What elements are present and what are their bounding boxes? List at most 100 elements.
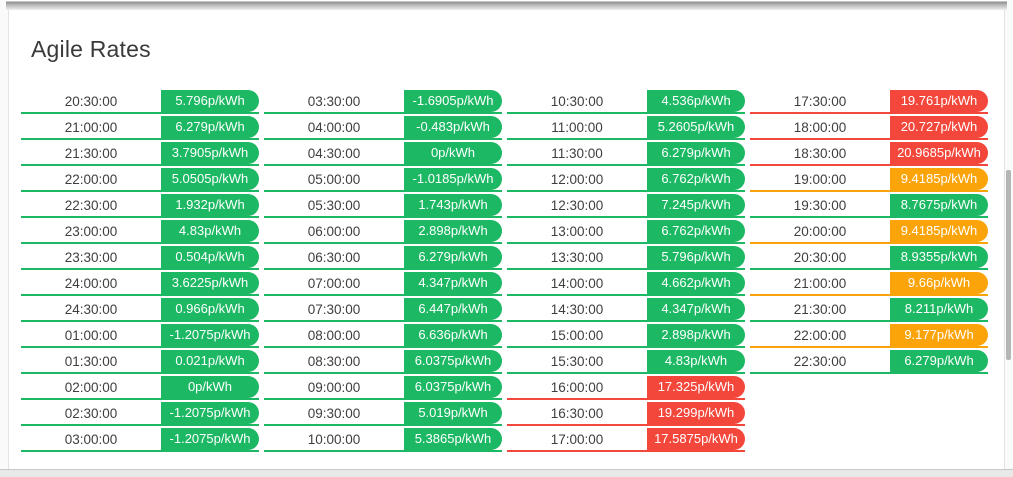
rate-time-label: 21:30:00 xyxy=(64,146,118,161)
rate-time-label: 09:30:00 xyxy=(307,406,361,421)
rate-row: 22:30:00 6.279p/kWh xyxy=(750,348,988,374)
rate-value-pill: 5.796p/kWh xyxy=(161,90,259,112)
rate-row: 08:30:00 6.0375p/kWh xyxy=(264,348,502,374)
rate-time-label: 01:00:00 xyxy=(64,328,118,343)
rate-row: 20:30:00 8.9355p/kWh xyxy=(750,244,988,270)
rate-time-label: 22:00:00 xyxy=(64,172,118,187)
rate-row: 05:30:00 1.743p/kWh xyxy=(264,192,502,218)
rate-row: 19:30:00 8.7675p/kWh xyxy=(750,192,988,218)
rate-row: 09:00:00 6.0375p/kWh xyxy=(264,374,502,400)
rates-column-1: 20:30:00 5.796p/kWh 21:00:00 6.279p/kWh … xyxy=(21,88,259,452)
rate-time-label: 23:30:00 xyxy=(64,250,118,265)
rate-time-label: 24:00:00 xyxy=(64,276,118,291)
rate-row: 14:00:00 4.662p/kWh xyxy=(507,270,745,296)
rate-value-pill: 9.66p/kWh xyxy=(890,272,988,294)
rate-row: 01:30:00 0.021p/kWh xyxy=(21,348,259,374)
rate-row: 20:30:00 5.796p/kWh xyxy=(21,88,259,114)
rate-time-label: 21:30:00 xyxy=(793,302,847,317)
rate-time-label: 02:00:00 xyxy=(64,380,118,395)
rate-value-pill: 0.021p/kWh xyxy=(161,350,259,372)
rate-value-pill: 6.0375p/kWh xyxy=(404,350,502,372)
rate-value-pill: 19.299p/kWh xyxy=(647,402,745,424)
rate-value-pill: 20.9685p/kWh xyxy=(890,142,988,164)
rate-row: 17:30:00 19.761p/kWh xyxy=(750,88,988,114)
rate-value-pill: 9.4185p/kWh xyxy=(890,168,988,190)
rate-value-pill: 9.4185p/kWh xyxy=(890,220,988,242)
rate-value-pill: 2.898p/kWh xyxy=(404,220,502,242)
rate-value-pill: 0p/kWh xyxy=(161,376,259,398)
rate-row: 14:30:00 4.347p/kWh xyxy=(507,296,745,322)
rate-row: 21:00:00 6.279p/kWh xyxy=(21,114,259,140)
rate-time-label: 21:00:00 xyxy=(793,276,847,291)
rate-row: 08:00:00 6.636p/kWh xyxy=(264,322,502,348)
rate-time-label: 08:30:00 xyxy=(307,354,361,369)
rate-row: 06:00:00 2.898p/kWh xyxy=(264,218,502,244)
rate-time-label: 06:00:00 xyxy=(307,224,361,239)
rate-time-label: 14:30:00 xyxy=(550,302,604,317)
rate-value-pill: 5.3865p/kWh xyxy=(404,428,502,450)
rate-row: 04:30:00 0p/kWh xyxy=(264,140,502,166)
rate-time-label: 12:00:00 xyxy=(550,172,604,187)
rate-row: 18:30:00 20.9685p/kWh xyxy=(750,140,988,166)
rate-value-pill: 6.762p/kWh xyxy=(647,220,745,242)
rate-value-pill: 6.279p/kWh xyxy=(890,350,988,372)
rate-row: 23:00:00 4.83p/kWh xyxy=(21,218,259,244)
rate-time-label: 23:00:00 xyxy=(64,224,118,239)
rate-value-pill: 9.177p/kWh xyxy=(890,324,988,346)
rate-time-label: 17:30:00 xyxy=(793,94,847,109)
agile-rates-card: Agile Rates 20:30:00 5.796p/kWh 21:00:00… xyxy=(8,10,1005,470)
top-toolbar-shadow xyxy=(6,0,1007,10)
rate-value-pill: 6.447p/kWh xyxy=(404,298,502,320)
rate-value-pill: -0.483p/kWh xyxy=(404,116,502,138)
rate-value-pill: 6.636p/kWh xyxy=(404,324,502,346)
rate-value-pill: 5.019p/kWh xyxy=(404,402,502,424)
rate-value-pill: -1.2075p/kWh xyxy=(161,402,259,424)
rate-time-label: 22:30:00 xyxy=(793,354,847,369)
rate-value-pill: 0.504p/kWh xyxy=(161,246,259,268)
rate-value-pill: 6.279p/kWh xyxy=(404,246,502,268)
rate-row: 02:00:00 0p/kWh xyxy=(21,374,259,400)
rate-row: 12:30:00 7.245p/kWh xyxy=(507,192,745,218)
rate-row: 16:00:00 17.325p/kWh xyxy=(507,374,745,400)
rate-time-label: 20:30:00 xyxy=(64,94,118,109)
rates-column-4: 17:30:00 19.761p/kWh 18:00:00 20.727p/kW… xyxy=(750,88,988,374)
rate-value-pill: 1.932p/kWh xyxy=(161,194,259,216)
rate-row: 03:30:00 -1.6905p/kWh xyxy=(264,88,502,114)
rate-value-pill: 6.279p/kWh xyxy=(161,116,259,138)
rate-time-label: 16:00:00 xyxy=(550,380,604,395)
rate-value-pill: 6.279p/kWh xyxy=(647,142,745,164)
rate-time-label: 24:30:00 xyxy=(64,302,118,317)
rate-time-label: 15:00:00 xyxy=(550,328,604,343)
rate-time-label: 21:00:00 xyxy=(64,120,118,135)
rate-value-pill: -1.0185p/kWh xyxy=(404,168,502,190)
rate-row: 19:00:00 9.4185p/kWh xyxy=(750,166,988,192)
rate-time-label: 04:30:00 xyxy=(307,146,361,161)
rate-value-pill: 19.761p/kWh xyxy=(890,90,988,112)
rate-value-pill: 8.211p/kWh xyxy=(890,298,988,320)
rate-row: 07:00:00 4.347p/kWh xyxy=(264,270,502,296)
rate-value-pill: 5.2605p/kWh xyxy=(647,116,745,138)
rate-time-label: 03:00:00 xyxy=(64,432,118,447)
rate-time-label: 20:30:00 xyxy=(793,250,847,265)
rate-row: 24:30:00 0.966p/kWh xyxy=(21,296,259,322)
rate-time-label: 16:30:00 xyxy=(550,406,604,421)
rate-row: 05:00:00 -1.0185p/kWh xyxy=(264,166,502,192)
rate-time-label: 08:00:00 xyxy=(307,328,361,343)
rate-time-label: 22:30:00 xyxy=(64,198,118,213)
rate-value-pill: 20.727p/kWh xyxy=(890,116,988,138)
rate-time-label: 20:00:00 xyxy=(793,224,847,239)
rate-row: 13:30:00 5.796p/kWh xyxy=(507,244,745,270)
rate-row: 21:00:00 9.66p/kWh xyxy=(750,270,988,296)
rate-value-pill: 4.347p/kWh xyxy=(647,298,745,320)
rate-value-pill: 4.347p/kWh xyxy=(404,272,502,294)
rate-value-pill: 17.325p/kWh xyxy=(647,376,745,398)
rate-row: 17:00:00 17.5875p/kWh xyxy=(507,426,745,452)
rate-value-pill: 6.0375p/kWh xyxy=(404,376,502,398)
rate-value-pill: 0p/kWh xyxy=(404,142,502,164)
rate-value-pill: 3.6225p/kWh xyxy=(161,272,259,294)
rate-time-label: 05:30:00 xyxy=(307,198,361,213)
rate-value-pill: 4.536p/kWh xyxy=(647,90,745,112)
rate-time-label: 12:30:00 xyxy=(550,198,604,213)
scrollbar-thumb[interactable] xyxy=(1006,170,1011,360)
rate-value-pill: 6.762p/kWh xyxy=(647,168,745,190)
